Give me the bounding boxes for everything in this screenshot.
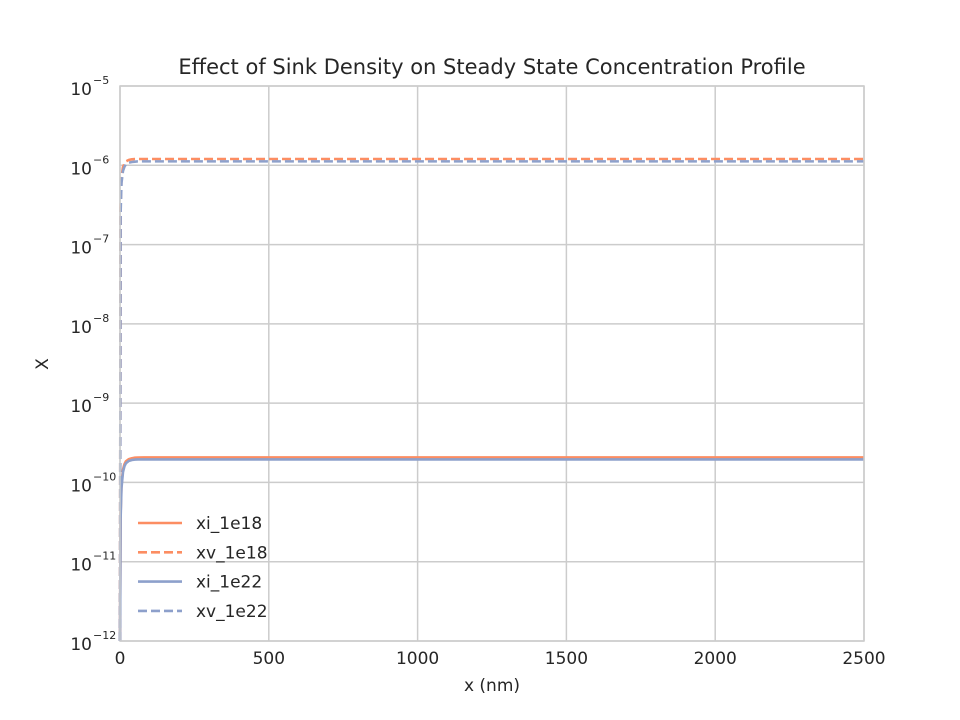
x-axis-label: x (nm)	[464, 676, 520, 696]
series-line-xi_1e22	[118, 458, 864, 642]
y-axis-label: X	[33, 358, 53, 370]
legend-label-xi_1e22: xi_1e22	[196, 573, 262, 593]
y-tick-base-5: 10	[70, 239, 92, 259]
legend-label-xv_1e22: xv_1e22	[196, 602, 268, 622]
y-tick-base-4: 10	[70, 318, 92, 338]
legend-entry-xv_1e18: xv_1e18	[138, 543, 268, 563]
x-tick-label-2: 1000	[396, 649, 439, 669]
chart-title: Effect of Sink Density on Steady State C…	[178, 55, 805, 79]
y-tick-base-6: 10	[70, 159, 92, 179]
y-tick-base-0: 10	[70, 635, 92, 655]
y-tick-label-6: 10 −6	[70, 153, 109, 179]
x-tick-label-5: 2500	[842, 649, 885, 669]
y-tick-base-2: 10	[70, 476, 92, 496]
legend-label-xv_1e18: xv_1e18	[196, 543, 268, 563]
y-tick-label-3: 10 −9	[70, 391, 109, 417]
y-tick-label-1: 10 −11	[70, 550, 116, 576]
legend-entry-xv_1e22: xv_1e22	[138, 602, 268, 622]
y-tick-exponent-6: −6	[93, 153, 109, 166]
y-tick-label-4: 10 −8	[70, 312, 109, 338]
y-tick-base-3: 10	[70, 397, 92, 417]
x-tick-label-4: 2000	[694, 649, 737, 669]
y-tick-label-5: 10 −7	[70, 233, 109, 259]
legend-entry-xi_1e18: xi_1e18	[138, 514, 262, 534]
y-tick-exponent-1: −11	[93, 550, 116, 563]
y-tick-exponent-3: −9	[93, 391, 109, 404]
plot-frame	[119, 85, 865, 642]
plot-area	[120, 86, 864, 641]
legend-entry-xi_1e22: xi_1e22	[138, 573, 262, 593]
y-tick-base-7: 10	[70, 80, 92, 100]
y-tick-label-0: 10 −12	[70, 629, 116, 655]
x-axis-ticks: 0 500 1000 1500 2000 2500	[115, 649, 886, 669]
y-tick-base-1: 10	[70, 556, 92, 576]
legend: xi_1e18 xv_1e18 xi_1e22 xv_1e22	[138, 514, 268, 622]
y-tick-exponent-4: −8	[93, 312, 109, 325]
y-tick-exponent-5: −7	[93, 233, 109, 246]
x-tick-label-0: 0	[115, 649, 126, 669]
y-tick-exponent-7: −5	[93, 74, 109, 87]
series-line-xv_1e22	[118, 160, 864, 642]
legend-label-xi_1e18: xi_1e18	[196, 514, 262, 534]
y-tick-exponent-2: −10	[93, 470, 116, 483]
x-tick-label-1: 500	[253, 649, 285, 669]
y-tick-exponent-0: −12	[93, 629, 116, 642]
series-layer	[118, 157, 864, 642]
y-tick-label-7: 10 −5	[70, 74, 109, 100]
y-tick-label-2: 10 −10	[70, 470, 116, 496]
x-tick-label-3: 1500	[545, 649, 588, 669]
